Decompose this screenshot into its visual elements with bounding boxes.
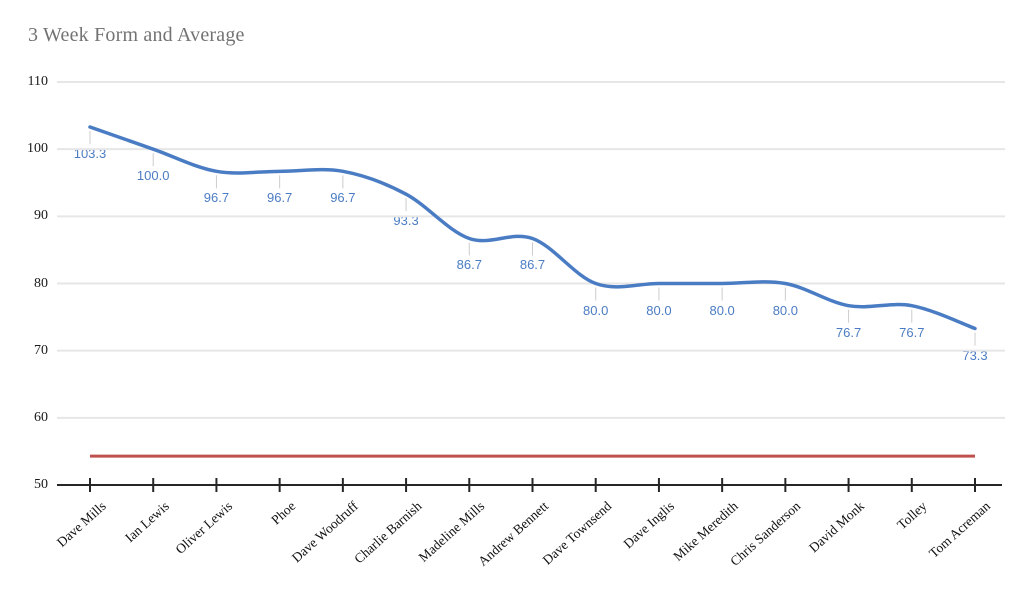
y-axis-label: 60 bbox=[34, 409, 48, 425]
data-point-label: 100.0 bbox=[136, 168, 170, 184]
data-point-label: 96.7 bbox=[266, 190, 293, 206]
data-point-label: 80.0 bbox=[583, 302, 609, 318]
y-axis-label: 100 bbox=[27, 141, 48, 157]
y-axis-label: 70 bbox=[34, 342, 48, 358]
chart-title: 3 Week Form and Average bbox=[28, 24, 245, 46]
y-axis-label: 110 bbox=[27, 74, 48, 89]
y-axis-label: 80 bbox=[34, 275, 48, 291]
y-axis-label: 50 bbox=[34, 477, 48, 492]
data-point-label: 86.7 bbox=[456, 257, 482, 273]
data-point-label: 76.7 bbox=[899, 324, 925, 340]
data-point-label: 80.0 bbox=[772, 302, 798, 318]
form-series-line bbox=[88, 125, 977, 331]
y-axis-label: 90 bbox=[34, 208, 48, 224]
data-point-label: 80.0 bbox=[646, 302, 672, 318]
data-point-label: 76.7 bbox=[835, 324, 862, 340]
data-point-label: 80.0 bbox=[709, 302, 735, 318]
data-point-label: 96.7 bbox=[330, 190, 356, 206]
data-point-label: 86.7 bbox=[519, 257, 546, 273]
data-point-label: 96.7 bbox=[203, 190, 230, 206]
